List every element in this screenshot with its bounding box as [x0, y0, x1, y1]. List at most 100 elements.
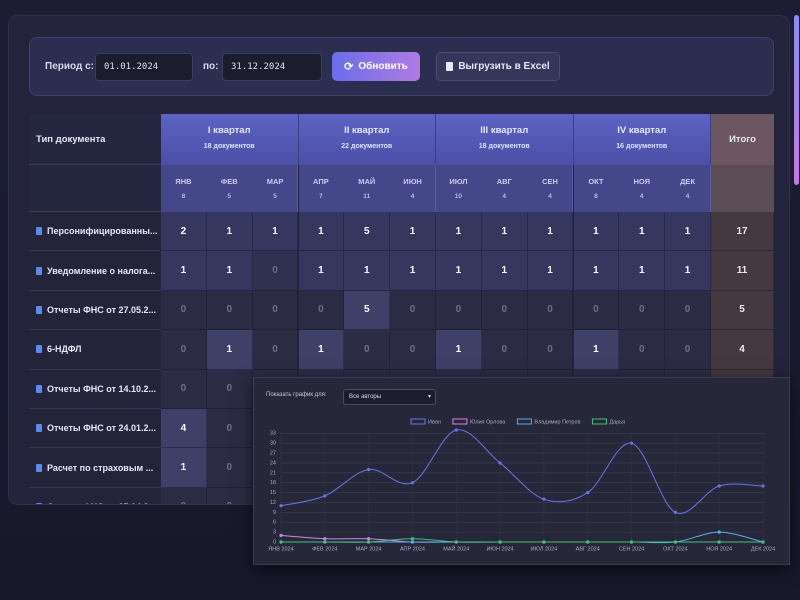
refresh-button[interactable]: ⟳ Обновить — [332, 52, 420, 81]
count-cell: 1 — [436, 330, 482, 370]
quarter-title: I квартал — [207, 125, 251, 136]
author-select[interactable]: Все авторы ▾ — [343, 389, 436, 405]
export-text: Выгрузить в Excel — [458, 61, 550, 72]
count-cell: 0 — [573, 290, 620, 331]
month-name: АВГ — [496, 177, 512, 186]
row-label-text: Уведомление о налога... — [47, 265, 156, 276]
row-label: Расчет по страховым ... — [29, 448, 161, 488]
chart: 0 3 6 9 12 15 18 21 24 27 30 33 ЯНВ 2024 ФЕВ 2024 МАР … — [268, 418, 775, 552]
row-label: Персонифицированны... — [29, 212, 161, 252]
count-cell: 0 — [481, 330, 528, 370]
count-cell: 0 — [161, 330, 207, 370]
y-tick-label: 18 — [270, 480, 276, 486]
month-name: СЕН — [542, 177, 558, 186]
legend-swatch — [452, 418, 468, 425]
series-line — [281, 531, 764, 544]
legend-swatch — [516, 418, 532, 425]
count-cell: 5 — [344, 212, 391, 252]
count-cell: 0 — [619, 290, 666, 331]
series-point — [673, 510, 677, 514]
month-name: ИЮЛ — [449, 177, 468, 186]
date-to[interactable]: 31.12.2024 — [222, 53, 322, 81]
month-count: 4 — [502, 193, 507, 200]
legend-swatch — [410, 418, 426, 425]
month-count: 4 — [685, 193, 690, 200]
month-header: ДЕК 4 — [665, 165, 711, 212]
doc-icon — [36, 424, 42, 433]
count-cell: 1 — [573, 212, 620, 252]
x-tick-label: ИЮН 2024 — [486, 546, 513, 552]
series-point — [454, 428, 458, 432]
series-point — [410, 540, 415, 544]
series-point — [761, 484, 765, 488]
y-tick-label: 6 — [273, 520, 276, 526]
y-tick-label: 3 — [273, 530, 276, 536]
series-point — [717, 530, 721, 534]
month-header: МАЙ 11 — [344, 165, 391, 212]
month-name: МАР — [266, 177, 284, 186]
legend-swatch — [591, 418, 607, 425]
month-count: 4 — [410, 193, 415, 200]
count-cell: 1 — [481, 212, 528, 252]
month-count: 11 — [363, 193, 371, 200]
x-tick-label: АПР 2024 — [400, 546, 425, 552]
series-line — [280, 429, 764, 514]
series-point — [629, 540, 634, 544]
export-button[interactable]: Выгрузить в Excel — [436, 52, 560, 81]
chart-filter-label: Показать график для: — [266, 392, 327, 398]
month-count: 8 — [594, 193, 598, 200]
series-point — [498, 540, 502, 544]
series-point — [367, 467, 371, 472]
count-cell: 1 — [665, 212, 711, 252]
count-cell: 1 — [390, 212, 436, 252]
row-label: Отчеты ФНС от 27.05.2... — [29, 290, 161, 331]
quarter-header: I квартал 18 документов — [161, 114, 299, 165]
series-point — [717, 484, 721, 488]
select-arrow: ▾ — [427, 394, 431, 400]
count-cell: 1 — [206, 251, 253, 291]
count-cell: 1 — [619, 251, 666, 291]
x-tick-label: МАЙ 2024 — [443, 544, 469, 552]
count-cell: 0 — [161, 290, 207, 331]
count-cell: 0 — [344, 330, 391, 370]
month-header: ИЮН 4 — [390, 165, 436, 212]
series-point — [410, 481, 415, 485]
total-cell: 17 — [711, 212, 774, 252]
count-cell: 0 — [161, 487, 207, 504]
y-tick-label: 27 — [270, 451, 276, 457]
month-name: ФЕВ — [220, 177, 238, 186]
series-point — [498, 461, 502, 465]
type-header: Тип документа — [29, 114, 161, 165]
row-label-text: Отчеты ФНС от 24.01.2... — [47, 423, 157, 434]
count-cell: 1 — [527, 251, 574, 291]
series-point — [367, 537, 371, 541]
count-cell: 1 — [344, 251, 391, 291]
legend-label: Иван — [428, 419, 441, 425]
month-header: ФЕВ 5 — [206, 165, 253, 212]
count-cell: 1 — [298, 330, 345, 370]
total-cell: 5 — [711, 290, 774, 331]
x-tick-label: АВГ 2024 — [576, 546, 600, 552]
count-cell: 0 — [206, 448, 253, 488]
date-from[interactable]: 01.01.2024 — [95, 53, 193, 81]
row-label-text: Отчеты ФНС от 27.05.2... — [47, 304, 157, 315]
count-cell: 1 — [298, 251, 345, 291]
count-cell: 0 — [252, 290, 299, 331]
month-name: НОЯ — [633, 177, 651, 186]
excel-icon — [446, 62, 454, 71]
month-count: 10 — [454, 193, 463, 200]
month-header: СЕН 4 — [527, 165, 574, 212]
refresh-icon: ⟳ — [344, 61, 354, 73]
quarter-count: 22 документов — [341, 143, 393, 150]
count-cell: 1 — [390, 251, 436, 291]
series-point — [367, 540, 371, 544]
series-point — [279, 540, 283, 544]
x-tick-label: ОКТ 2024 — [663, 546, 688, 552]
scrollbar[interactable] — [794, 15, 799, 185]
count-cell: 1 — [436, 251, 482, 291]
series-point — [542, 497, 546, 501]
month-header: МАР 5 — [252, 165, 299, 212]
count-cell: 1 — [573, 330, 620, 370]
count-cell: 0 — [206, 487, 253, 504]
total-cell: 11 — [711, 251, 774, 291]
